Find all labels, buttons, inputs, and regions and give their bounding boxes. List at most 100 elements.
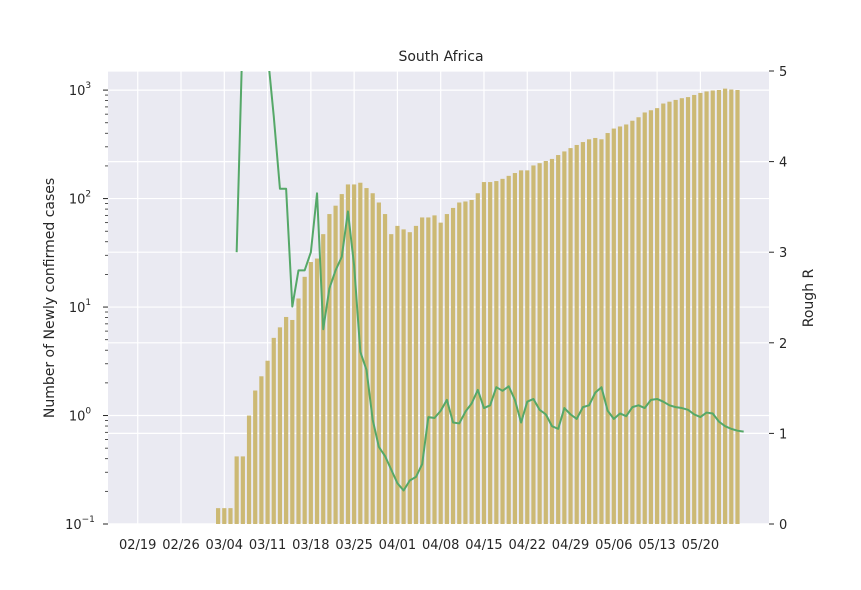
bar <box>432 215 437 524</box>
bar <box>413 225 419 524</box>
bar <box>308 262 313 524</box>
bar <box>525 170 530 524</box>
bar <box>457 202 462 524</box>
bar <box>543 161 548 525</box>
bar <box>630 120 635 525</box>
bar <box>593 137 598 524</box>
x-tick-label: 03/11 <box>249 538 286 553</box>
bar <box>512 173 517 524</box>
x-tick-label: 04/22 <box>509 538 546 553</box>
bar <box>655 108 660 524</box>
bar <box>259 376 264 524</box>
rough-r-line <box>235 71 744 492</box>
bar <box>667 101 672 525</box>
bar <box>284 316 289 524</box>
bar <box>574 144 579 524</box>
bar <box>500 178 505 525</box>
x-tick-label: 03/04 <box>206 538 243 553</box>
x-tick-label: 03/18 <box>292 538 329 553</box>
x-tick-label: 02/26 <box>162 538 199 553</box>
y-tick-label: 100 <box>69 407 92 425</box>
bar <box>698 92 703 524</box>
bar <box>617 126 623 524</box>
bar <box>463 201 468 524</box>
y-tick-label: 10−1 <box>65 515 95 533</box>
bar <box>494 181 499 524</box>
bar <box>290 319 295 524</box>
bar <box>296 298 301 524</box>
bar <box>339 194 344 525</box>
x-tick-label: 03/25 <box>335 538 372 553</box>
bar <box>234 456 239 524</box>
bar <box>382 214 388 524</box>
x-tick-label: 04/01 <box>379 538 416 553</box>
bar <box>580 142 586 524</box>
right-axis: 0 1 2 3 4 5 <box>769 65 787 533</box>
y-right-tick-label: 4 <box>779 156 787 171</box>
bar <box>599 139 604 525</box>
bar <box>364 188 369 525</box>
bar <box>407 232 412 524</box>
bar <box>735 90 740 524</box>
x-tick-label: 02/19 <box>119 538 156 553</box>
bar <box>475 193 480 524</box>
x-tick-label: 05/06 <box>595 538 632 553</box>
y-right-tick-label: 3 <box>779 246 787 261</box>
bar <box>624 124 629 525</box>
bar <box>401 229 406 524</box>
bar <box>716 90 722 524</box>
chart-title: South Africa <box>398 49 483 65</box>
bar <box>216 508 221 524</box>
bar <box>426 217 431 524</box>
bar <box>488 182 493 525</box>
bar <box>314 258 320 524</box>
x-tick-label: 04/08 <box>422 538 459 553</box>
bar <box>642 112 647 525</box>
line-series <box>235 71 744 492</box>
bar <box>469 200 474 525</box>
bar <box>438 222 443 524</box>
bar <box>531 165 536 525</box>
bar <box>271 337 276 524</box>
bar <box>506 175 511 525</box>
bar <box>636 117 641 524</box>
bar <box>710 90 715 524</box>
x-tick-label: 05/13 <box>638 538 675 553</box>
y-right-tick-label: 1 <box>779 427 787 442</box>
bar <box>661 103 666 525</box>
left-axis: 10−1 100 101 102 103 <box>65 81 108 533</box>
bar <box>302 276 307 524</box>
bar <box>352 184 357 524</box>
bar <box>679 98 684 524</box>
bar <box>704 91 709 524</box>
bar <box>246 415 252 524</box>
bar <box>253 390 258 524</box>
bar <box>345 184 351 524</box>
bar <box>444 214 449 524</box>
bar <box>723 88 728 524</box>
y-right-tick-label: 2 <box>779 337 787 352</box>
bar <box>692 94 697 524</box>
bar <box>568 148 573 524</box>
bar <box>389 234 394 524</box>
bar <box>333 205 338 524</box>
bar <box>395 225 400 524</box>
bar <box>327 214 332 524</box>
bar <box>648 110 654 525</box>
bar <box>240 456 245 524</box>
bar <box>420 217 425 524</box>
y-right-tick-label: 0 <box>779 518 787 533</box>
bar <box>376 202 381 524</box>
bar <box>685 97 691 524</box>
bar <box>277 327 283 524</box>
bar <box>556 155 561 524</box>
bar <box>450 207 456 524</box>
bar <box>611 128 616 524</box>
bar <box>673 99 678 524</box>
bar <box>518 170 524 524</box>
bar <box>481 182 487 525</box>
bar <box>265 360 270 524</box>
bar <box>222 508 227 524</box>
bar <box>586 139 592 525</box>
